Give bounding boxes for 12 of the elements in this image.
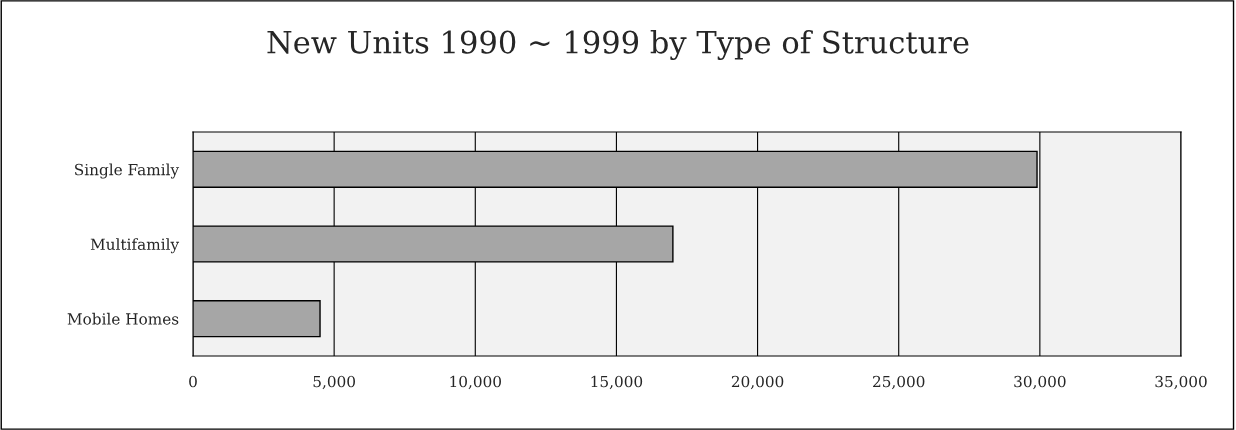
x-tick-label: 5,000 — [313, 375, 355, 390]
y-tick-label: Multifamily — [90, 238, 180, 254]
x-tick-label: 15,000 — [591, 375, 643, 390]
chart-title: New Units 1990 ~ 1999 by Type of Structure — [267, 30, 969, 60]
x-tick-label: 20,000 — [731, 375, 784, 390]
x-tick-label: 30,000 — [1014, 375, 1066, 390]
x-tick-label: 25,000 — [873, 375, 925, 390]
x-tick-label: 0 — [189, 375, 197, 388]
x-tick-label: 10,000 — [450, 375, 501, 390]
y-tick-label: Mobile Homes — [67, 312, 179, 325]
x-tick-label: 35,000 — [1155, 375, 1207, 390]
y-tick-label: Single Family — [75, 163, 180, 179]
